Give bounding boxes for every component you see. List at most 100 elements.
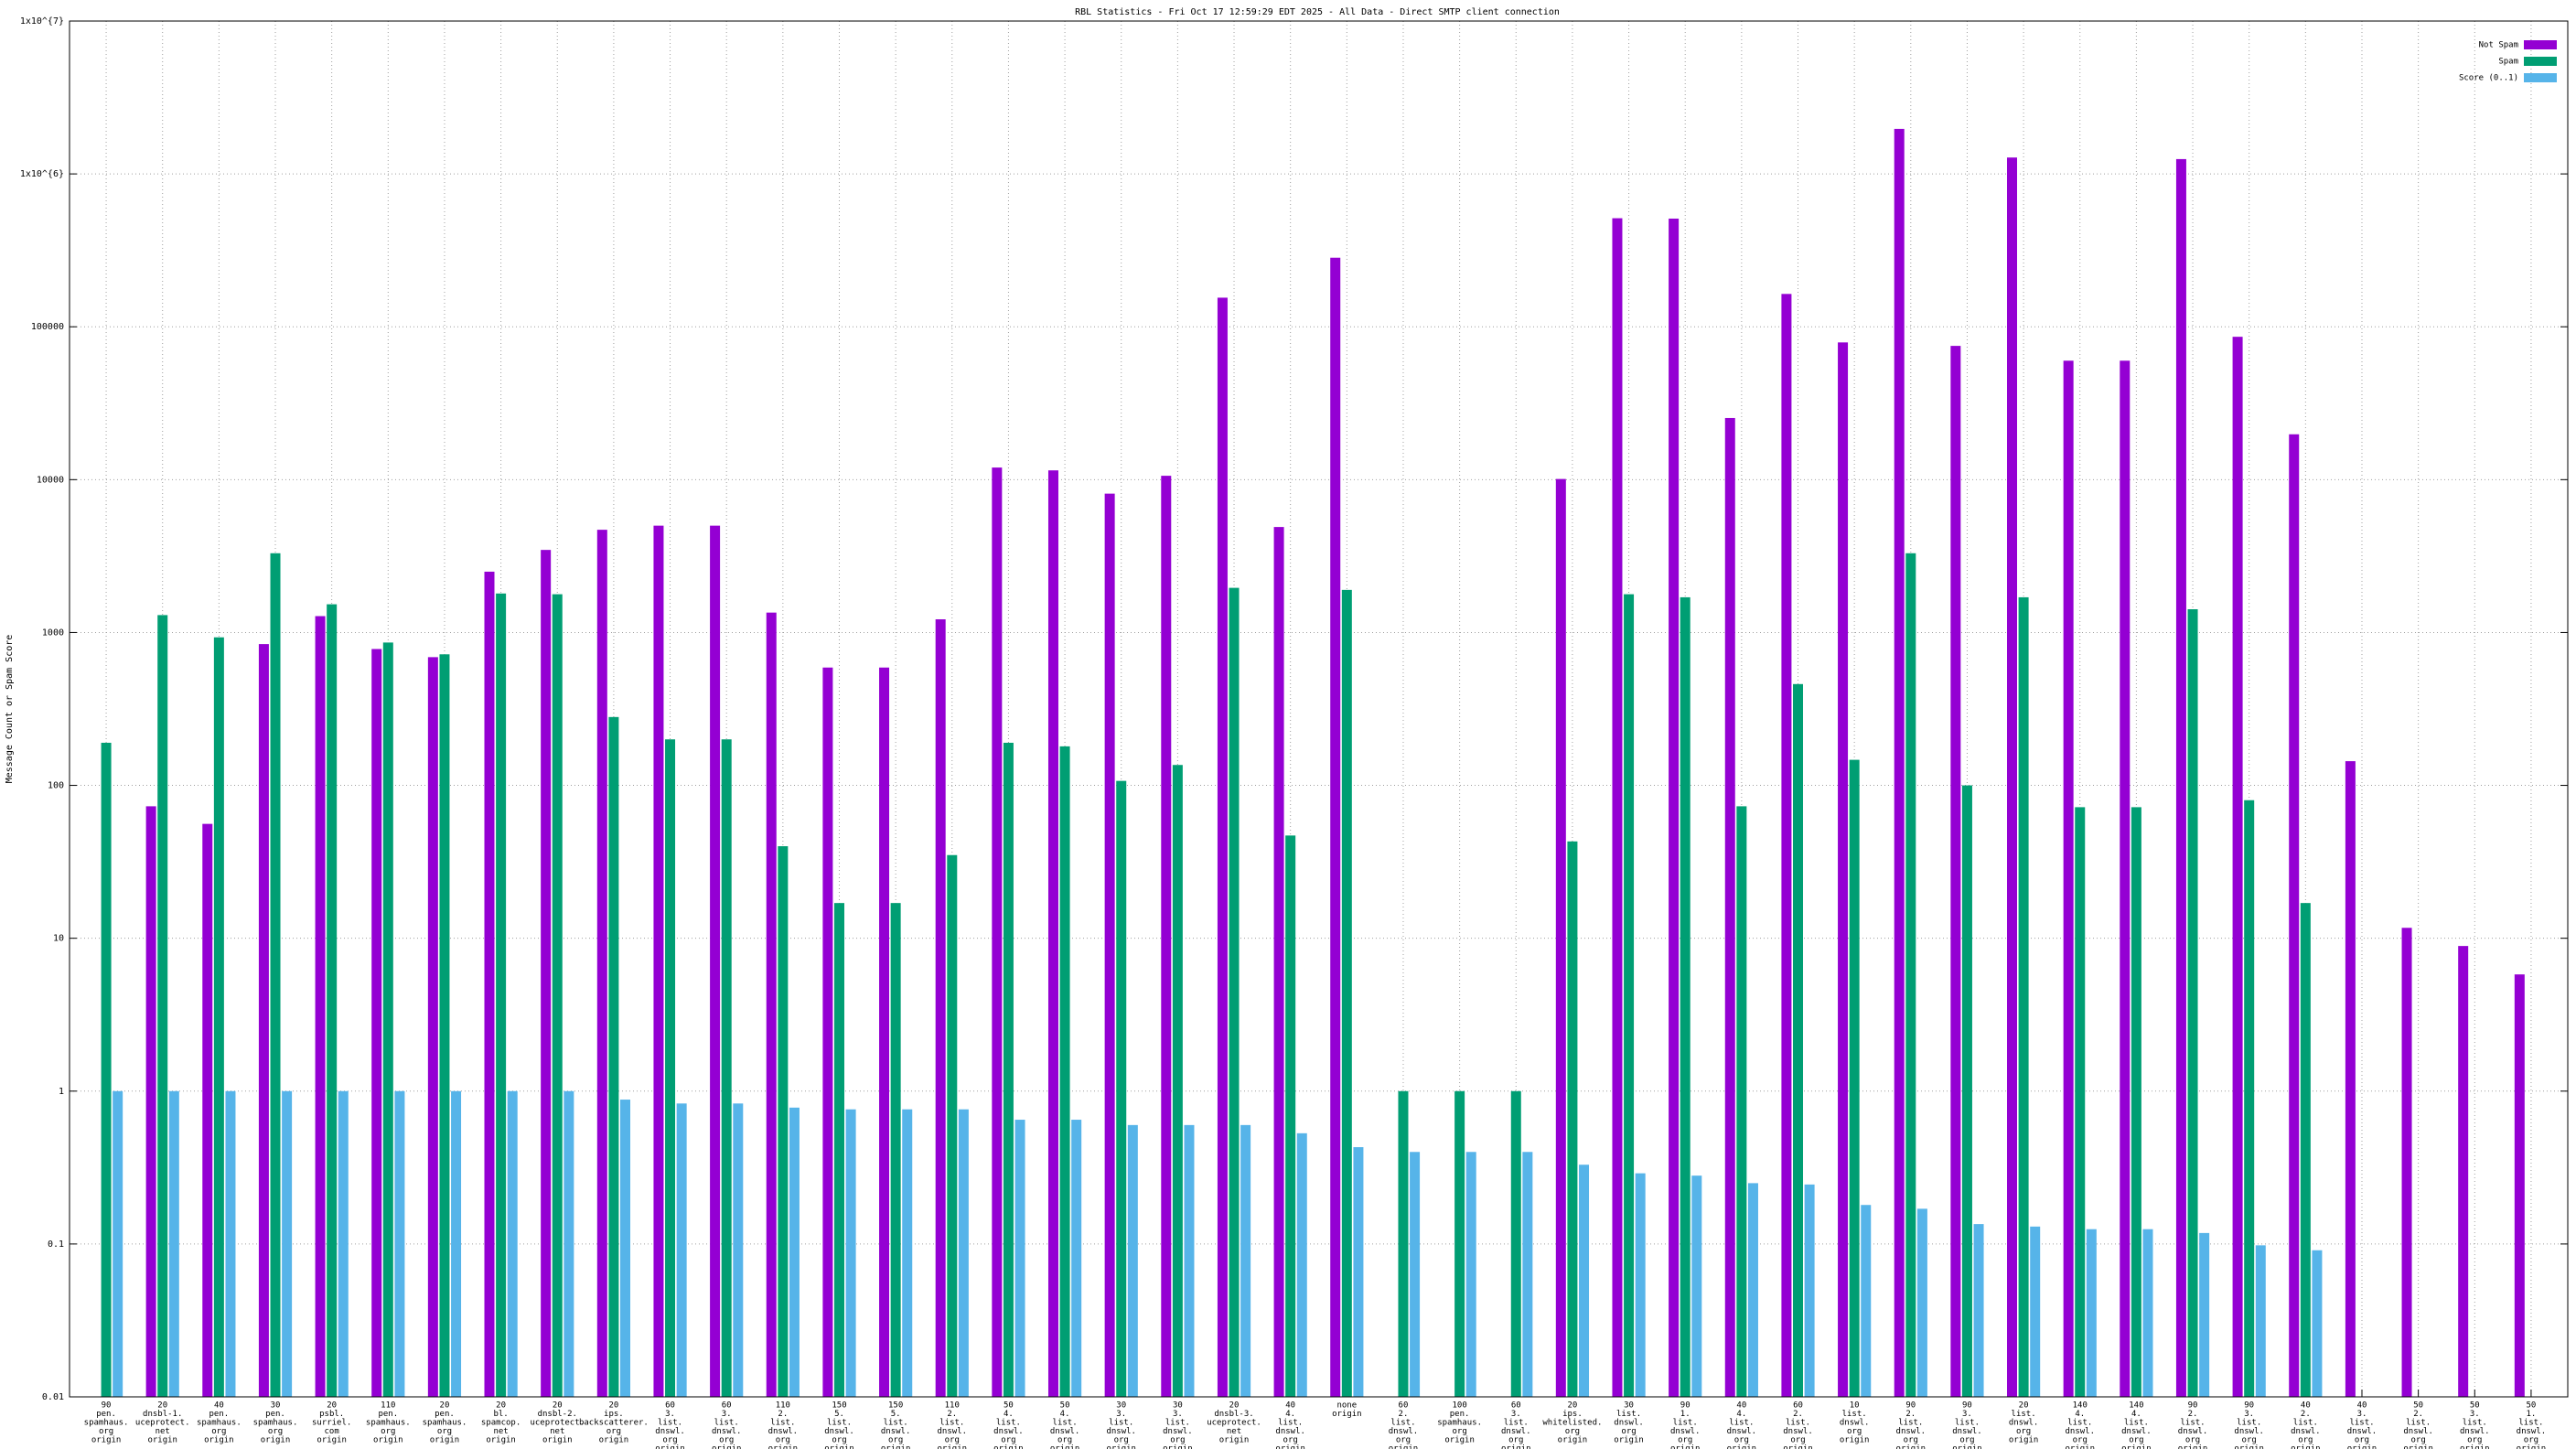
x-tick-label: origin: [1727, 1444, 1757, 1449]
x-tick-label: list.: [996, 1419, 1021, 1428]
x-tick-label: list.: [1390, 1419, 1415, 1428]
bar: [1398, 1090, 1409, 1397]
bar: [496, 593, 507, 1397]
x-tick-label: ips.: [1562, 1410, 1583, 1419]
y-tick-label: 1x10^{7}: [20, 16, 64, 27]
x-tick-label: list.: [2124, 1419, 2149, 1428]
x-tick-label: 3.: [1173, 1410, 1183, 1419]
bar: [1861, 1205, 1872, 1397]
bar: [2255, 1245, 2266, 1397]
x-tick-label: origin: [599, 1436, 629, 1445]
x-tick-label: origin: [2517, 1444, 2547, 1449]
bar: [1510, 1090, 1521, 1397]
x-tick-label: spamhaus.: [366, 1419, 411, 1428]
bar: [1172, 765, 1183, 1397]
bar: [2244, 800, 2255, 1397]
x-tick-label: origin: [1163, 1444, 1193, 1449]
x-tick-label: 2.: [947, 1410, 957, 1419]
x-tick-label: 3.: [2357, 1410, 2367, 1419]
x-tick-label: surriel.: [312, 1419, 351, 1428]
x-tick-label: list.: [1842, 1410, 1867, 1419]
x-tick-label: list.: [770, 1419, 795, 1428]
legend-swatch: [2524, 40, 2557, 49]
x-tick-label: org: [437, 1427, 452, 1436]
x-tick-label: dnswl.: [712, 1427, 742, 1436]
x-tick-label: org: [2298, 1436, 2313, 1445]
x-tick-label: 50: [2470, 1401, 2480, 1411]
bar: [721, 739, 732, 1397]
x-tick-label: net: [1227, 1427, 1241, 1436]
legend-label: Spam: [2498, 58, 2518, 67]
x-tick-label: origin: [317, 1436, 347, 1445]
plot-frame: [69, 20, 2569, 1398]
x-tick-label: 3.: [665, 1410, 675, 1419]
x-tick-label: 3.: [1116, 1410, 1126, 1419]
x-tick-label: 90: [2244, 1401, 2254, 1411]
bar: [833, 903, 844, 1397]
x-tick-label: origin: [1558, 1436, 1588, 1445]
x-tick-label: 30: [271, 1401, 281, 1411]
bar: [1161, 476, 1172, 1397]
bar: [1184, 1124, 1195, 1397]
x-tick-label: list.: [1165, 1419, 1190, 1428]
x-tick-label: dnswl.: [1106, 1427, 1136, 1436]
x-tick-label: org: [381, 1427, 395, 1436]
bar: [1838, 342, 1849, 1398]
x-tick-label: org: [832, 1436, 846, 1445]
x-tick-label: dnswl.: [1501, 1427, 1531, 1436]
x-tick-label: org: [1621, 1427, 1636, 1436]
y-tick-label: 100: [48, 781, 64, 791]
x-tick-label: pen.: [1450, 1410, 1470, 1419]
bar: [113, 1090, 123, 1397]
x-tick-label: org: [2355, 1436, 2369, 1445]
x-tick-label: origin: [993, 1444, 1024, 1449]
x-tick-label: origin: [2234, 1444, 2264, 1449]
x-tick-label: origin: [1219, 1436, 1250, 1445]
x-tick-label: 30: [1624, 1401, 1634, 1411]
x-tick-label: psbl.: [319, 1410, 344, 1419]
bar: [1296, 1132, 1307, 1397]
bar: [1014, 1120, 1025, 1397]
bar: [2175, 158, 2186, 1397]
bar: [1410, 1152, 1421, 1397]
x-tick-label: spamhaus.: [84, 1419, 129, 1428]
bar: [789, 1107, 800, 1397]
x-tick-label: pen.: [96, 1410, 116, 1419]
x-tick-label: net: [156, 1427, 170, 1436]
bar: [1973, 1224, 1984, 1397]
x-tick-label: dnswl.: [2234, 1427, 2264, 1436]
bar: [2086, 1229, 2097, 1397]
x-tick-label: origin: [1840, 1436, 1870, 1445]
bar: [258, 644, 269, 1397]
bar: [2199, 1232, 2210, 1397]
x-tick-label: list.: [1898, 1419, 1923, 1428]
x-tick-label: 50: [1060, 1401, 1070, 1411]
x-tick-label: 140: [2129, 1401, 2143, 1411]
x-tick-label: backscatterer.: [579, 1419, 649, 1428]
bar: [338, 1090, 349, 1397]
bar: [1116, 780, 1127, 1397]
x-tick-label: org: [1396, 1436, 1411, 1445]
bar: [845, 1109, 856, 1397]
bar: [1285, 835, 1296, 1397]
x-tick-label: 60: [665, 1401, 675, 1411]
x-tick-label: org: [99, 1427, 113, 1436]
bar: [2289, 434, 2300, 1397]
x-tick-label: dnswl.: [768, 1427, 799, 1436]
bar: [958, 1109, 969, 1397]
bar: [2514, 974, 2525, 1397]
bar: [1635, 1173, 1646, 1397]
x-tick-label: 60: [1793, 1401, 1803, 1411]
bar: [282, 1090, 293, 1397]
bar: [1680, 596, 1690, 1397]
bar: [371, 649, 382, 1397]
x-tick-label: 140: [2073, 1401, 2088, 1411]
y-tick-label: 10: [53, 934, 64, 944]
x-tick-label: org: [1959, 1436, 1974, 1445]
x-tick-label: origin: [2178, 1444, 2208, 1449]
x-tick-label: 30: [1116, 1401, 1126, 1411]
x-tick-label: org: [268, 1427, 283, 1436]
x-tick-label: origin: [486, 1436, 516, 1445]
x-tick-label: origin: [712, 1444, 742, 1449]
bar: [1793, 683, 1804, 1397]
